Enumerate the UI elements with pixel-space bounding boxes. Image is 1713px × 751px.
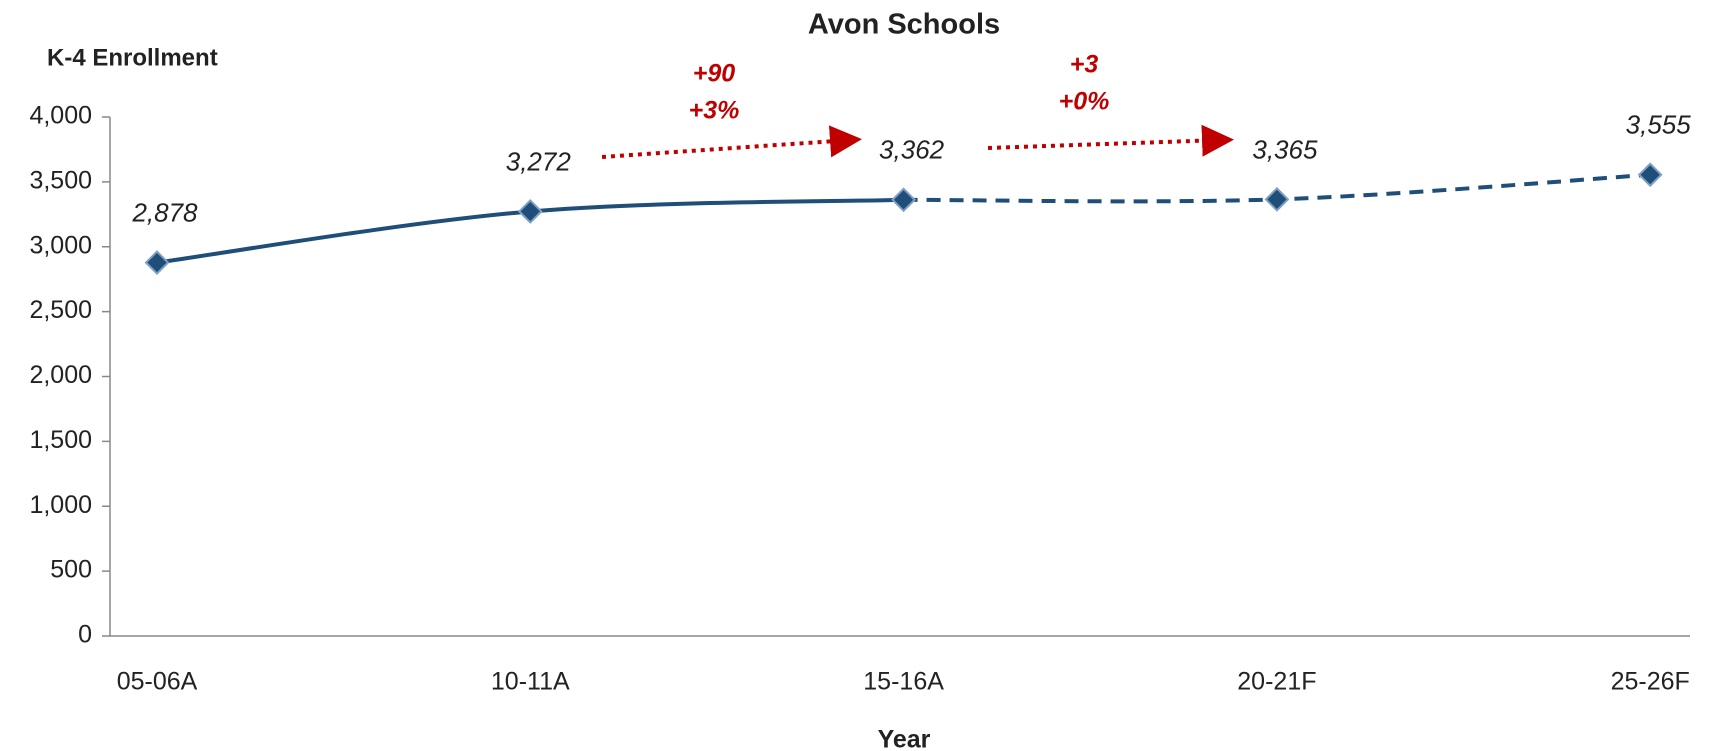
x-tick-label: 05-06A — [117, 668, 198, 696]
y-tick-label: 0 — [78, 621, 92, 649]
y-axis-title: K-4 Enrollment — [47, 44, 218, 71]
x-axis-title: Year — [878, 726, 931, 751]
x-tick-label: 15-16A — [863, 668, 944, 696]
annotation-text: +0% — [1059, 88, 1110, 116]
marker — [1637, 162, 1663, 188]
annotation-text: +3 — [1070, 51, 1099, 79]
value-label: 2,878 — [131, 197, 198, 227]
y-tick-label: 3,000 — [29, 231, 92, 259]
y-tick-label: 1,000 — [29, 491, 92, 519]
marker — [144, 250, 170, 275]
y-tick-label: 3,500 — [29, 166, 92, 194]
annotation-arrow — [987, 124, 1234, 157]
marker — [1264, 186, 1290, 212]
y-tick-label: 4,000 — [29, 102, 92, 130]
chart-title: Avon Schools — [808, 9, 1000, 41]
y-tick-label: 2,500 — [29, 296, 92, 324]
marker — [891, 187, 917, 213]
y-tick-label: 2,000 — [29, 361, 92, 389]
value-label: 3,365 — [1252, 134, 1318, 164]
marker — [517, 199, 543, 224]
x-tick-label: 25-26F — [1611, 668, 1690, 696]
x-tick-label: 20-21F — [1237, 668, 1316, 696]
y-tick-label: 500 — [50, 556, 92, 584]
value-label: 3,362 — [879, 135, 945, 165]
x-tick-label: 10-11A — [491, 668, 570, 696]
y-tick-label: 1,500 — [29, 426, 92, 454]
annotation-text: +3% — [689, 97, 740, 125]
annotation-text: +90 — [693, 60, 736, 88]
value-label: 3,555 — [1626, 110, 1692, 140]
value-label: 3,272 — [506, 146, 572, 176]
annotation-arrow — [601, 125, 862, 159]
